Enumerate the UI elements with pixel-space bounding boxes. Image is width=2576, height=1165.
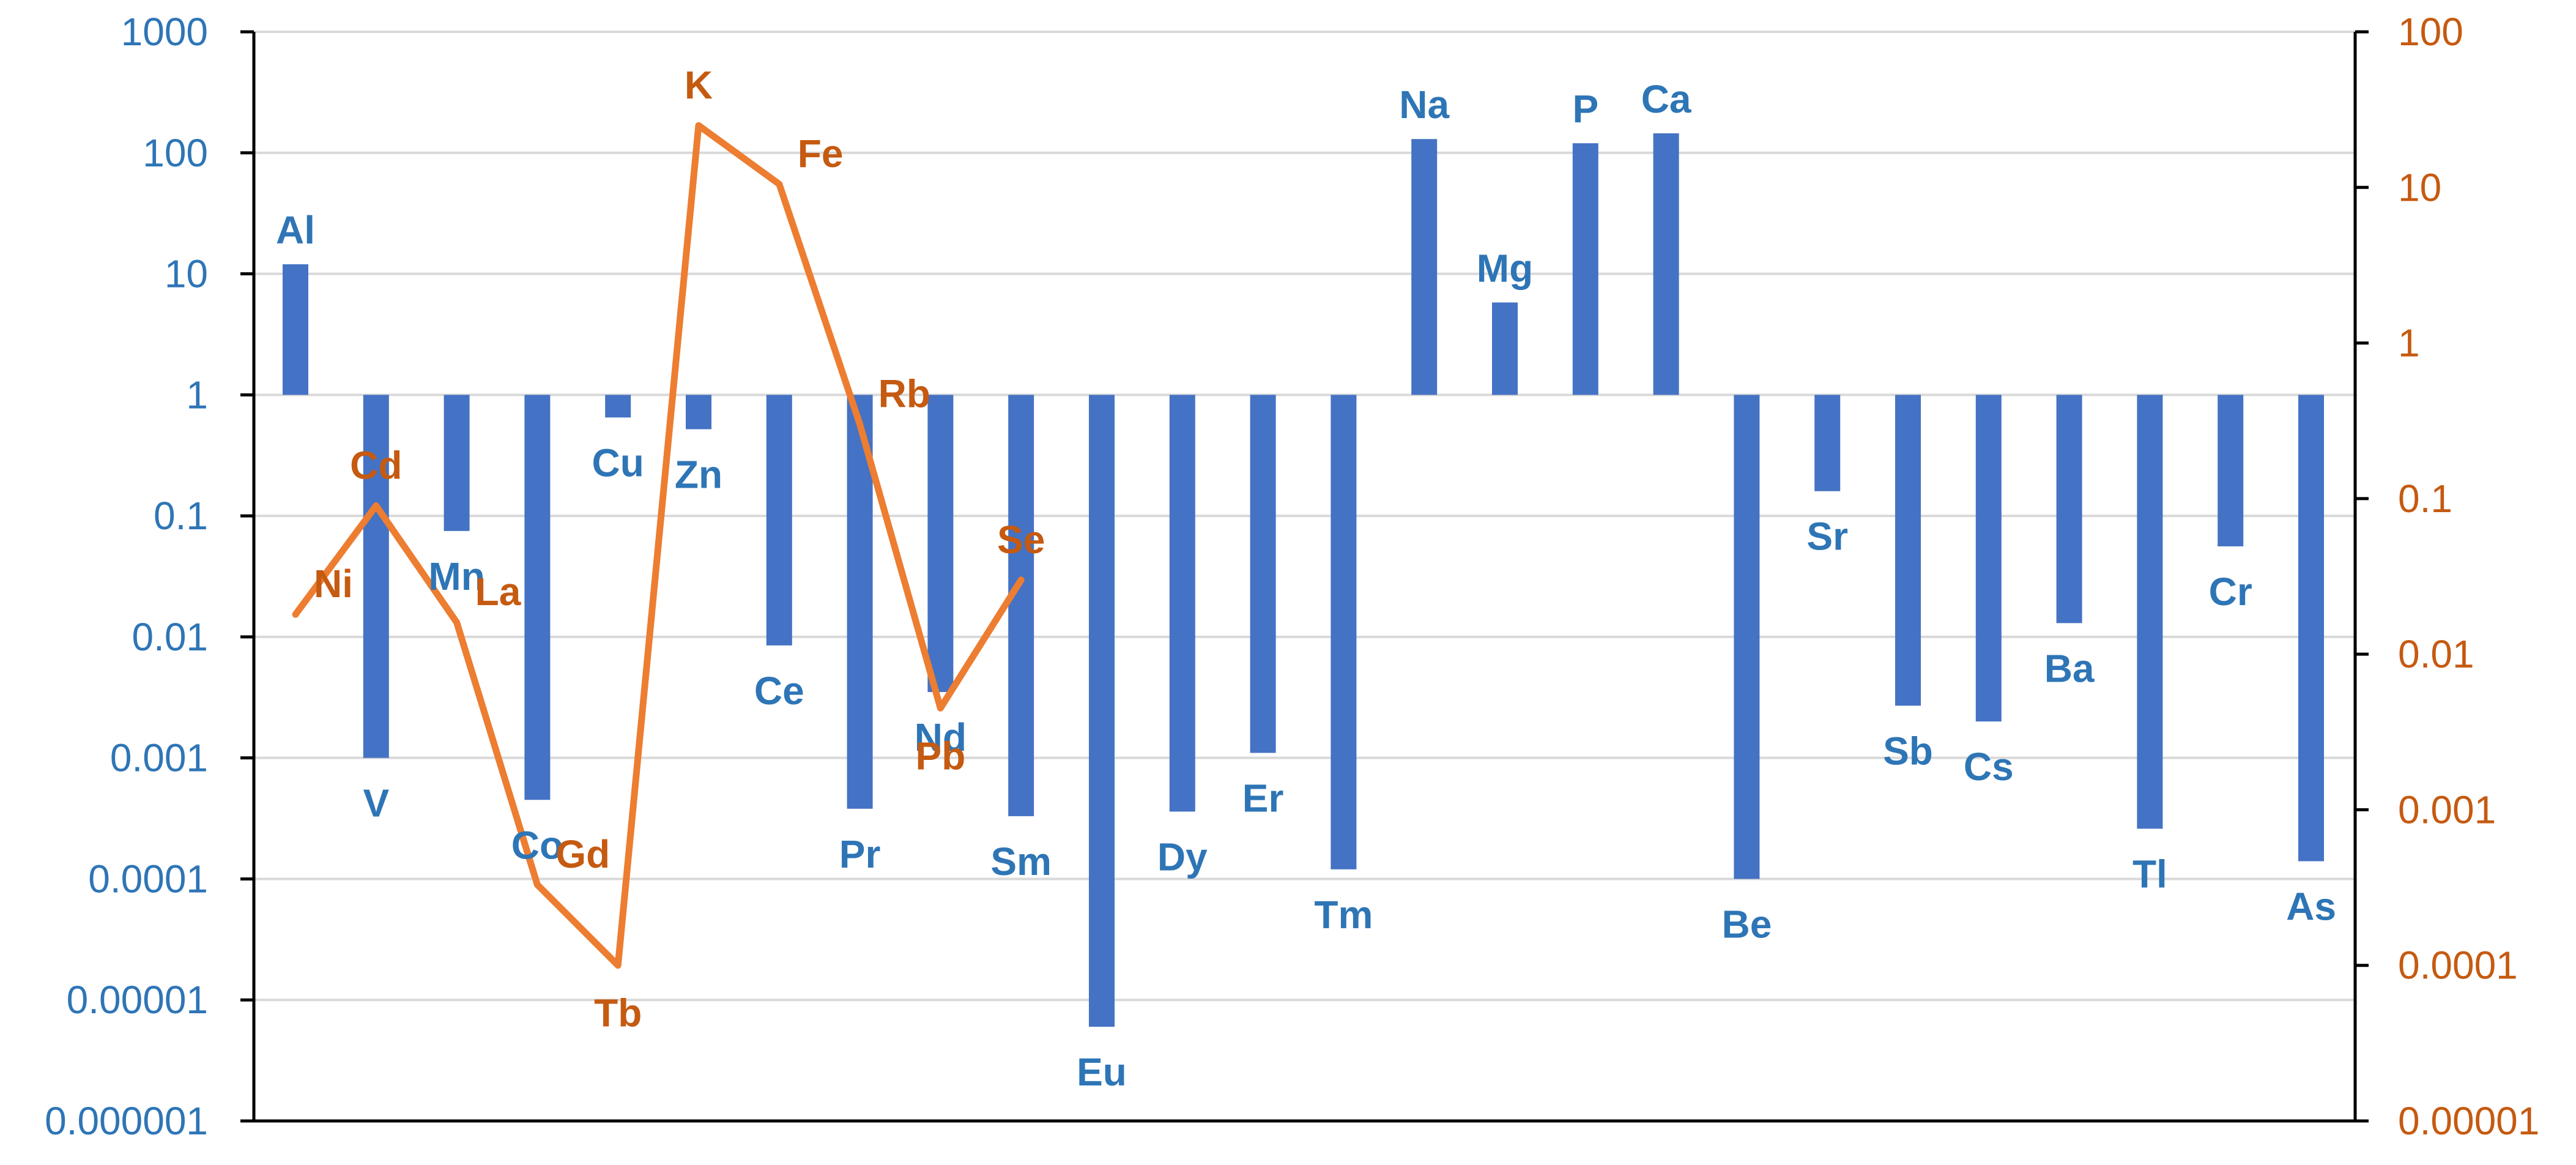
bar-label-sb: Sb — [1883, 729, 1933, 773]
bar-label-zn: Zn — [675, 453, 722, 497]
bar-ba — [2056, 395, 2082, 623]
line-label-k: K — [685, 63, 713, 107]
line-label-ni: Ni — [314, 562, 353, 606]
bar-label-eu: Eu — [1077, 1050, 1127, 1094]
right-tick-label: 100 — [2398, 10, 2463, 54]
bar-label-al: Al — [276, 208, 315, 252]
bar-sm — [1008, 395, 1034, 816]
left-tick-label: 1000 — [121, 10, 208, 54]
line-label-cd: Cd — [350, 443, 402, 487]
bar-er — [1250, 395, 1276, 753]
left-tick-label: 100 — [143, 131, 208, 175]
bar-as — [2298, 395, 2324, 862]
bar-label-nd: Nd — [915, 715, 967, 759]
bar-label-cs: Cs — [1964, 745, 2014, 789]
line-label-gd: Gd — [555, 832, 610, 876]
bar-label-ce: Ce — [754, 669, 804, 713]
left-tick-label: 0.0001 — [88, 857, 208, 901]
bar-al — [283, 264, 308, 395]
bar-series — [283, 133, 2324, 1027]
bar-label-er: Er — [1242, 776, 1284, 820]
bar-v — [363, 395, 389, 758]
bar-ce — [766, 395, 792, 646]
bar-label-mg: Mg — [1477, 246, 1533, 290]
line-label-fe: Fe — [798, 132, 844, 176]
bar-dy — [1169, 395, 1195, 812]
line-series — [292, 122, 1025, 969]
bar-cs — [1975, 395, 2002, 722]
bar-label-sr: Sr — [1806, 515, 1848, 559]
right-tick-label: 0.0001 — [2398, 944, 2518, 988]
bar-cu — [605, 395, 631, 418]
bar-label-mn: Mn — [428, 554, 484, 598]
left-tick-label: 1 — [186, 373, 208, 417]
left-tick-label: 0.1 — [154, 494, 208, 538]
left-tick-label: 0.001 — [110, 736, 208, 780]
bar-eu — [1089, 395, 1115, 1027]
bar-label-p: P — [1572, 87, 1598, 131]
bar-label-as: As — [2286, 885, 2336, 929]
right-tick-label: 0.00001 — [2398, 1099, 2539, 1143]
bar-na — [1411, 139, 1438, 395]
line-label-se: Se — [997, 518, 1045, 562]
right-tick-label: 0.1 — [2398, 477, 2452, 521]
bar-be — [1734, 395, 1760, 879]
bar-label-ba: Ba — [2044, 646, 2095, 690]
line-label-pb: Pb — [916, 734, 966, 778]
bar-label-tl: Tl — [2132, 852, 2167, 896]
line-label-tb: Tb — [594, 991, 642, 1035]
left-tick-label: 10 — [165, 252, 208, 296]
bar-mn — [444, 395, 470, 531]
data-labels: Al V Mn Co Cu Zn Ce Pr Nd Sm Eu Dy Er Tm Na Mg P Ca Be Sr Sb… — [276, 63, 2336, 1094]
bar-label-sm: Sm — [990, 839, 1052, 884]
bar-tl — [2137, 395, 2163, 829]
bar-sr — [1814, 395, 1841, 491]
bar-label-cr: Cr — [2209, 570, 2252, 614]
bar-sb — [1895, 395, 1921, 706]
bar-cr — [2218, 395, 2244, 546]
bar-label-dy: Dy — [1157, 835, 1208, 879]
bar-label-be: Be — [1721, 902, 1772, 946]
left-tick-label: 0.000001 — [45, 1099, 208, 1143]
right-tick-label: 10 — [2398, 165, 2441, 209]
line-series-path — [292, 122, 1025, 969]
left-tick-label: 0.00001 — [67, 978, 208, 1022]
axes: 0.000001 0.00001 0.0001 0.001 0.01 0.1 1 10 100 1… — [45, 10, 2539, 1143]
bar-label-cu: Cu — [592, 441, 644, 485]
right-tick-label: 0.001 — [2398, 787, 2496, 832]
bar-tm — [1331, 395, 1357, 869]
bar-zn — [686, 395, 711, 430]
left-tick-label: 0.01 — [132, 615, 208, 659]
gridlines — [254, 31, 2355, 1002]
bar-ca — [1653, 133, 1679, 395]
bar-label-ca: Ca — [1641, 77, 1691, 121]
bar-label-v: V — [363, 781, 389, 825]
bar-mg — [1492, 302, 1518, 395]
bar-label-na: Na — [1399, 83, 1449, 127]
bar-label-pr: Pr — [839, 832, 881, 876]
bar-co — [524, 395, 551, 800]
bar-label-co: Co — [511, 823, 563, 867]
bar-nd — [927, 395, 954, 693]
bar-label-tm: Tm — [1314, 893, 1373, 937]
right-tick-label: 0.01 — [2398, 632, 2474, 676]
line-label-rb: Rb — [878, 372, 930, 416]
line-label-la: La — [475, 570, 521, 614]
bar-p — [1572, 143, 1598, 395]
right-tick-label: 1 — [2398, 321, 2420, 365]
